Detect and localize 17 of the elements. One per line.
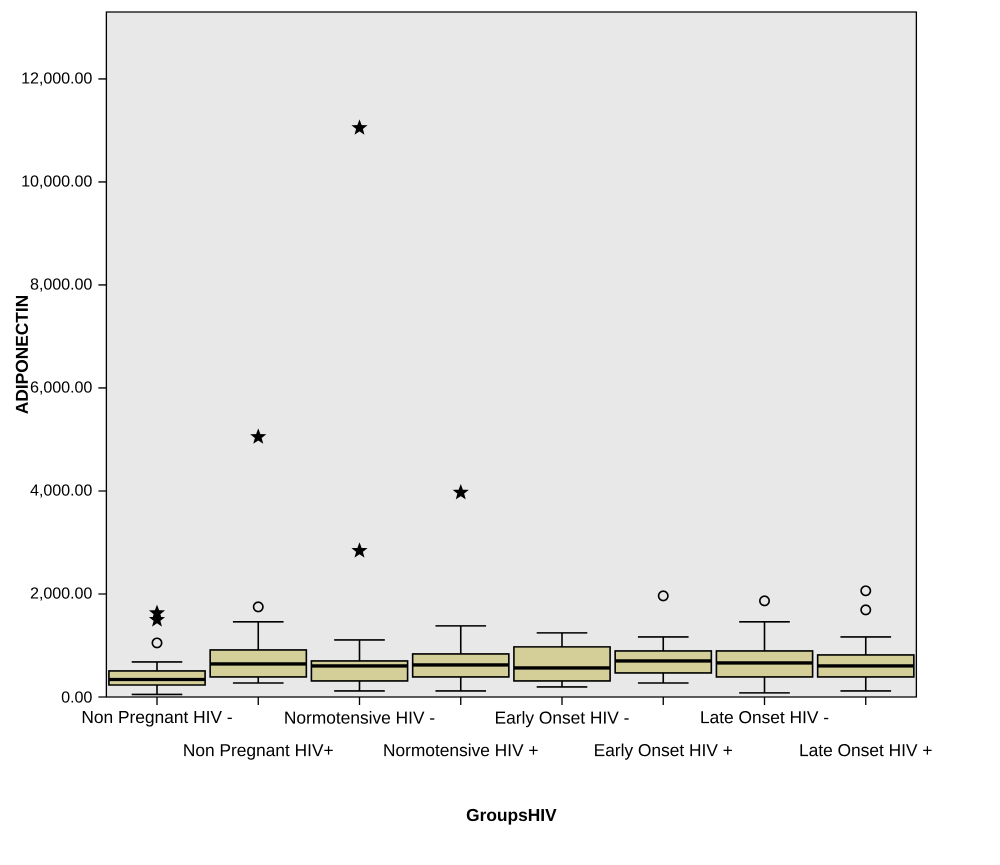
y-tick-label: 2,000.00 bbox=[30, 587, 92, 601]
x-tick-label: Late Onset HIV + bbox=[800, 744, 932, 756]
y-tick-label: 6,000.00 bbox=[30, 381, 92, 395]
y-tick-label: 8,000.00 bbox=[30, 278, 92, 292]
y-tick-label: 4,000.00 bbox=[30, 484, 92, 498]
x-axis-title: GroupsHIV bbox=[466, 808, 557, 825]
x-tick-label: Normotensive HIV + bbox=[384, 744, 538, 756]
y-tick-label: 0.00 bbox=[62, 691, 92, 703]
y-tick-label: 12,000.00 bbox=[22, 72, 92, 86]
x-tick-label: Normotensive HIV - bbox=[285, 711, 434, 724]
y-axis-title: ADIPONECTIN bbox=[16, 296, 28, 414]
x-tick-label: Non Pregnant HIV+ bbox=[184, 744, 333, 760]
x-tick-label: Late Onset HIV - bbox=[701, 711, 828, 724]
x-tick-label: Early Onset HIV - bbox=[496, 711, 629, 728]
x-tick-label: Non Pregnant HIV - bbox=[82, 711, 232, 727]
y-tick-label: 10,000.00 bbox=[22, 175, 92, 189]
x-tick-label: Early Onset HIV + bbox=[595, 744, 732, 760]
